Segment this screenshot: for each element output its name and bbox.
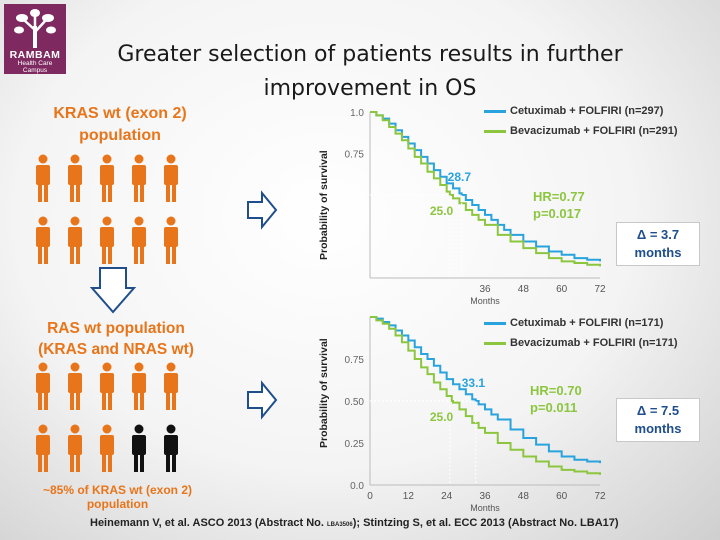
title-line-2: improvement in OS [263, 76, 477, 101]
x-tick-label: 72 [594, 284, 606, 295]
legend-item-cetuximab: Cetuximab + FOLFIRI (n=171) [484, 313, 678, 333]
y-tick-label: 0.25 [345, 439, 365, 450]
legend-item-bevacizumab: Bevacizumab + FOLFIRI (n=171) [484, 333, 678, 353]
person-icon [68, 216, 82, 264]
series-line-cetuximab [370, 316, 601, 464]
person-icon [132, 216, 146, 264]
kras-people-grid [36, 154, 178, 264]
person-icon [100, 216, 114, 264]
y-tick-label: 0.75 [345, 355, 365, 366]
tree-logo-icon [14, 9, 56, 48]
hazard-ratio: HR=0.70 p=0.011 [530, 383, 582, 415]
title-line-1: Greater selection of patients results in… [117, 42, 623, 67]
x-axis-label: Months [470, 503, 500, 513]
person-icon [164, 154, 178, 202]
x-tick-label: 12 [403, 491, 415, 502]
x-tick-label: 60 [556, 284, 568, 295]
x-tick-label: 48 [518, 491, 530, 502]
kras-population-label: KRAS wt (exon 2) population [53, 105, 187, 144]
person-icon [36, 216, 50, 264]
person-icon [36, 424, 50, 472]
x-tick-label: 0 [367, 491, 373, 502]
x-tick-label: 48 [518, 284, 530, 295]
y-tick-label: 0.50 [345, 397, 365, 408]
logo-subtitle: Health Care Campus [17, 60, 53, 74]
rambam-logo: RAMBAM Health Care Campus [4, 4, 66, 74]
person-icon [164, 424, 178, 472]
x-tick-label: 36 [479, 491, 491, 502]
person-icon [164, 216, 178, 264]
y-tick-label: 1.0 [350, 108, 364, 119]
y-tick-label: 0.0 [350, 481, 364, 492]
series-line-bevacizumab [370, 111, 601, 267]
x-tick-label: 60 [556, 491, 568, 502]
km-chart-kras: 1.0 0.75 36 48 60 72 Months 28.7 25.0 [345, 108, 606, 306]
person-icon [68, 362, 82, 410]
median-label-bevacizumab: 25.0 [430, 410, 454, 424]
x-tick-label: 72 [594, 491, 606, 502]
slide-title: Greater selection of patients results in… [80, 38, 660, 106]
person-icon [132, 154, 146, 202]
legend-item-cetuximab: Cetuximab + FOLFIRI (n=297) [484, 101, 678, 121]
person-icon [164, 362, 178, 410]
median-label-cetuximab: 33.1 [462, 376, 486, 390]
logo-name: RAMBAM [9, 49, 61, 61]
right-arrow-icon [247, 380, 278, 420]
km-chart-ras: 0.75 0.50 0.25 0.00 12 24 36 48 60 72 Months 33.1 25… [345, 316, 606, 513]
delta-os-box: Δ = 3.7 months [616, 222, 700, 266]
chart-legend: Cetuximab + FOLFIRI (n=297) Bevacizumab … [484, 101, 678, 141]
x-axis-label: Months [470, 296, 500, 306]
person-icon [68, 424, 82, 472]
chart-legend: Cetuximab + FOLFIRI (n=171) Bevacizumab … [484, 313, 678, 353]
population-footnote: ~85% of KRAS wt (exon 2) population [42, 483, 193, 511]
ras-population-label: RAS wt population (KRAS and NRAS wt) [38, 320, 194, 358]
hazard-ratio: HR=0.77 p=0.017 [533, 189, 585, 221]
person-icon [36, 362, 50, 410]
down-arrow-icon [90, 267, 136, 314]
person-icon [100, 424, 114, 472]
y-axis-label: Probability of survival [318, 338, 330, 448]
series-line-bevacizumab [370, 316, 601, 475]
person-icon [100, 154, 114, 202]
x-tick-label: 36 [479, 284, 491, 295]
x-tick-label: 24 [441, 491, 453, 502]
delta-os-box: Δ = 7.5 months [616, 398, 700, 442]
legend-item-bevacizumab: Bevacizumab + FOLFIRI (n=291) [484, 121, 678, 141]
reference-footer: Heinemann V, et al. ASCO 2013 (Abstract … [90, 517, 619, 529]
person-icon [132, 362, 146, 410]
person-icon [36, 154, 50, 202]
right-arrow-icon [247, 190, 278, 230]
person-icon [132, 424, 146, 472]
y-tick-label: 0.75 [345, 150, 365, 161]
ras-people-grid [36, 362, 178, 472]
y-axis-label: Probability of survival [318, 150, 330, 260]
person-icon [68, 154, 82, 202]
person-icon [100, 362, 114, 410]
median-label-bevacizumab: 25.0 [430, 204, 454, 218]
median-label-cetuximab: 28.7 [448, 170, 472, 184]
